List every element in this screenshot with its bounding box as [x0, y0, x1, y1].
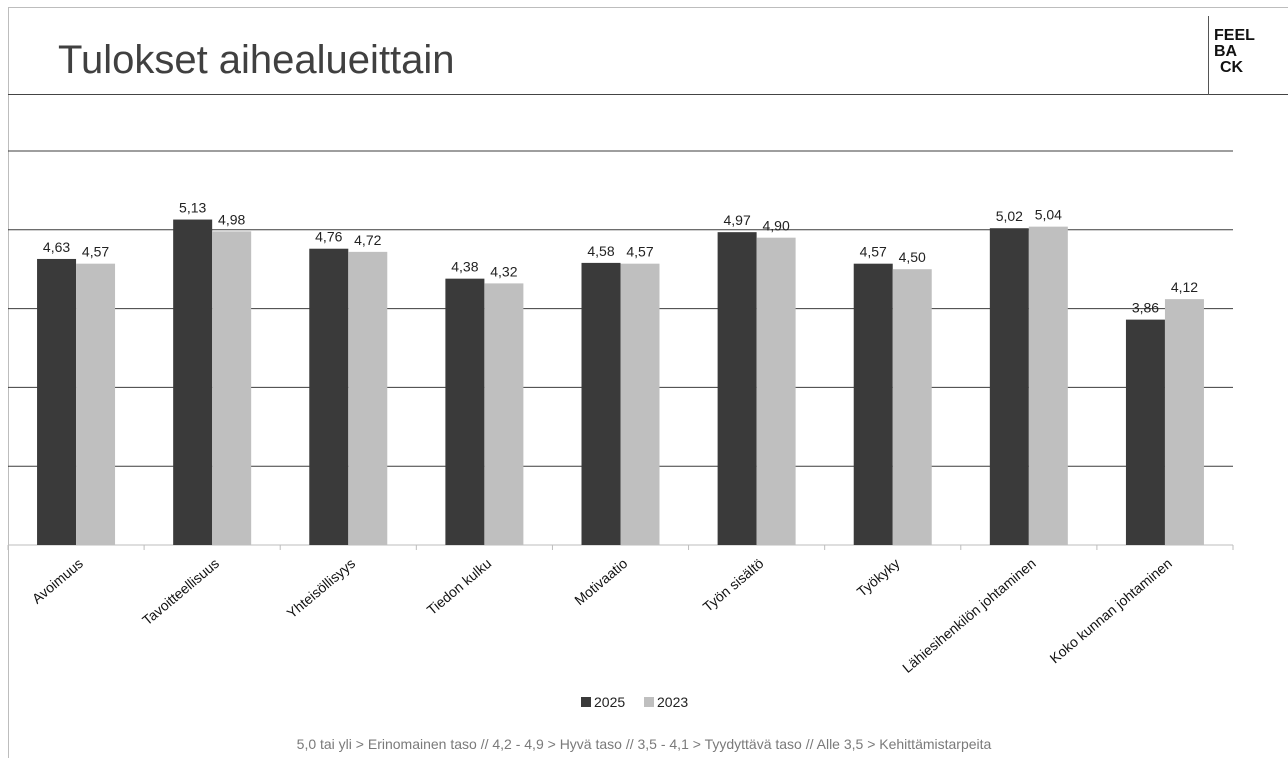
data-label-2025: 4,57	[860, 244, 887, 260]
data-label-2025: 4,76	[315, 229, 342, 245]
logo-line-2: BA	[1214, 43, 1238, 60]
bar-2025	[37, 258, 77, 545]
bar-2025	[1125, 319, 1165, 545]
data-label-2023: 4,72	[354, 232, 381, 248]
category-label: Työkyky	[854, 555, 903, 600]
category-label: Motivaatio	[571, 555, 630, 608]
logo-line-1: FEEL	[1214, 27, 1255, 44]
bar-2023	[76, 263, 116, 545]
bar-2023	[1028, 226, 1068, 545]
rating-scale-footnote: 5,0 tai yli > Erinomainen taso // 4,2 - …	[296, 736, 992, 752]
bar-2025	[445, 278, 485, 545]
data-label-2023: 5,04	[1035, 207, 1062, 223]
logo-line-3: CK	[1220, 59, 1244, 76]
category-label: Tavoitteellisuus	[139, 555, 222, 628]
data-label-2023: 4,12	[1171, 279, 1198, 295]
data-label-2025: 5,13	[179, 200, 206, 216]
bar-2025	[309, 248, 349, 545]
data-label-2025: 4,38	[451, 259, 478, 275]
category-label: Tiedon kulku	[424, 555, 495, 618]
category-label: Koko kunnan johtaminen	[1047, 555, 1175, 666]
bar-2025	[989, 228, 1029, 545]
category-label: Yhteisöllisyys	[284, 555, 359, 621]
legend-swatch-2023	[644, 697, 654, 707]
data-label-2023: 4,50	[899, 249, 926, 265]
bar-2023	[348, 251, 388, 545]
data-label-2023: 4,90	[762, 218, 789, 234]
legend-label-2025: 2025	[594, 694, 625, 710]
logo-divider	[1208, 16, 1209, 95]
data-label-2025: 4,97	[723, 212, 750, 228]
left-border	[8, 7, 9, 758]
feelback-logo: FEEL BA CK	[1214, 28, 1255, 76]
data-label-2025: 4,58	[587, 243, 614, 259]
page-title: Tulokset aihealueittain	[58, 38, 455, 82]
bar-2023	[484, 283, 524, 545]
bar-2023	[756, 237, 796, 545]
data-label-2025: 5,02	[996, 208, 1023, 224]
data-label-2025: 3,86	[1132, 300, 1159, 316]
top-border	[8, 7, 1288, 8]
category-label: Lähiesihenkilön johtaminen	[899, 555, 1039, 676]
bar-2025	[853, 263, 893, 545]
data-label-2023: 4,32	[490, 263, 517, 279]
data-label-2023: 4,98	[218, 211, 245, 227]
bar-2023	[620, 263, 660, 545]
data-label-2023: 4,57	[626, 244, 653, 260]
category-label: Työn sisältö	[700, 555, 767, 615]
data-label-2025: 4,63	[43, 239, 70, 255]
data-label-2023: 4,57	[82, 244, 109, 260]
bar-2023	[1164, 299, 1204, 545]
header-divider	[8, 94, 1288, 95]
category-label: Avoimuus	[29, 555, 86, 607]
bar-2025	[717, 232, 757, 545]
bar-2025	[581, 262, 621, 545]
legend-label-2023: 2023	[657, 694, 688, 710]
bar-2025	[173, 219, 213, 545]
legend-swatch-2025	[581, 697, 591, 707]
bar-2023	[212, 231, 252, 545]
bar-2023	[892, 269, 932, 545]
